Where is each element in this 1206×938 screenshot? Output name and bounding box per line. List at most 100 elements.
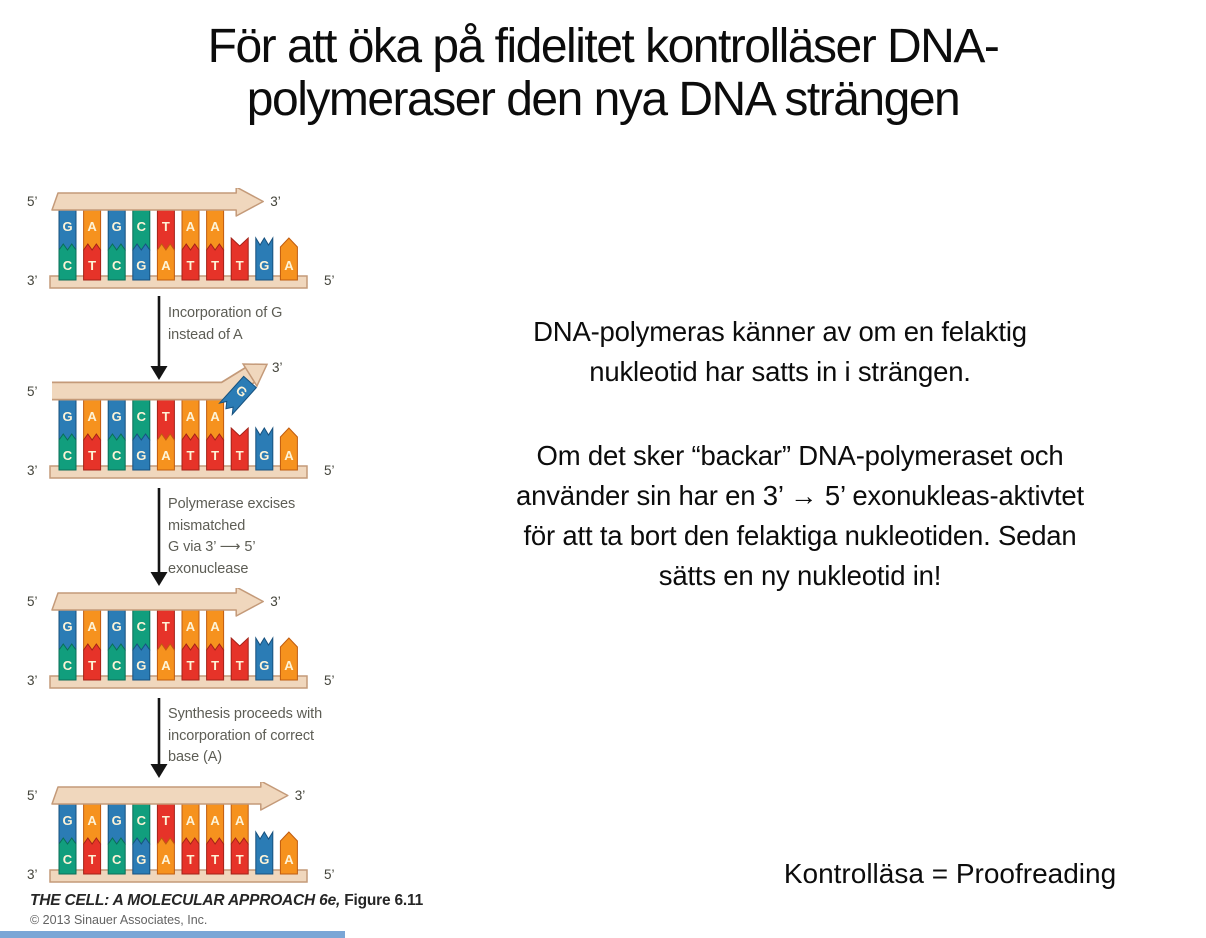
- svg-text:C: C: [112, 448, 122, 463]
- body-paragraph-2: Om det sker “backar” DNA-polymeraset och…: [516, 440, 1084, 591]
- dna-panel-4-corrected-strand: G A G C T A A AC T C G A T T T G A5’ 3’3’ 5’: [27, 782, 335, 883]
- svg-text:3’: 3’: [27, 463, 38, 478]
- svg-text:C: C: [112, 258, 122, 273]
- svg-text:3’: 3’: [272, 360, 283, 375]
- svg-text:C: C: [63, 852, 73, 867]
- svg-text:G: G: [259, 658, 269, 673]
- svg-text:T: T: [187, 448, 195, 463]
- svg-text:C: C: [63, 658, 73, 673]
- svg-text:3’: 3’: [27, 273, 38, 288]
- svg-text:A: A: [210, 619, 220, 634]
- svg-text:G: G: [136, 448, 146, 463]
- svg-text:T: T: [162, 619, 170, 634]
- svg-text:C: C: [112, 658, 122, 673]
- step-label-3: Synthesis proceeds with incorporation of …: [168, 706, 323, 765]
- credit-line-1: THE CELL: A MOLECULAR APPROACH 6e, Figur…: [30, 892, 423, 910]
- svg-text:G: G: [112, 409, 122, 424]
- body-paragraph-1: DNA-polymeras känner av om en felaktig n…: [533, 316, 1027, 387]
- svg-text:T: T: [211, 658, 219, 673]
- credit-figure-number: Figure 6.11: [340, 892, 423, 909]
- svg-text:C: C: [63, 448, 73, 463]
- svg-text:T: T: [187, 852, 195, 867]
- svg-text:5’: 5’: [27, 384, 38, 399]
- svg-text:A: A: [87, 219, 97, 234]
- svg-text:G: G: [62, 219, 72, 234]
- svg-text:T: T: [162, 219, 170, 234]
- svg-text:C: C: [137, 409, 147, 424]
- svg-text:3’: 3’: [270, 194, 281, 209]
- svg-text:5’: 5’: [27, 594, 38, 609]
- svg-text:A: A: [161, 852, 171, 867]
- dna-panel-2-mismatch-incorporated: G A G C T A AC T C G A T T T G AG5’3’3’ 5’: [27, 360, 335, 479]
- svg-text:T: T: [88, 258, 96, 273]
- svg-text:A: A: [210, 409, 220, 424]
- svg-text:G: G: [136, 658, 146, 673]
- svg-text:A: A: [87, 409, 97, 424]
- svg-text:C: C: [63, 258, 73, 273]
- step-label-2: Polymerase excises mismatched G via 3’ ⟶ 5…: [168, 496, 296, 577]
- svg-text:T: T: [236, 852, 244, 867]
- svg-text:A: A: [284, 658, 294, 673]
- figure-credit: THE CELL: A MOLECULAR APPROACH 6e, Figur…: [30, 892, 423, 927]
- svg-text:T: T: [88, 448, 96, 463]
- svg-text:3’: 3’: [295, 788, 306, 803]
- svg-text:A: A: [210, 219, 220, 234]
- svg-text:A: A: [186, 619, 196, 634]
- svg-text:A: A: [284, 448, 294, 463]
- svg-text:3’: 3’: [270, 594, 281, 609]
- step-down-arrow-2: [150, 488, 168, 586]
- svg-text:A: A: [284, 852, 294, 867]
- svg-text:T: T: [236, 258, 244, 273]
- svg-text:G: G: [259, 258, 269, 273]
- bottom-accent-bar: [0, 931, 345, 938]
- svg-text:C: C: [137, 219, 147, 234]
- step-down-arrow-3: [150, 698, 168, 778]
- title-line-2: polymeraser den nya DNA strängen: [246, 73, 961, 126]
- svg-text:A: A: [186, 409, 196, 424]
- credit-book-title: THE CELL: A MOLECULAR APPROACH 6e,: [30, 892, 341, 909]
- svg-text:G: G: [62, 619, 72, 634]
- svg-text:5’: 5’: [324, 867, 335, 882]
- svg-text:C: C: [137, 619, 147, 634]
- svg-text:3’: 3’: [27, 867, 38, 882]
- svg-text:G: G: [136, 852, 146, 867]
- svg-text:A: A: [87, 619, 97, 634]
- svg-text:G: G: [62, 409, 72, 424]
- svg-text:T: T: [88, 852, 96, 867]
- svg-text:T: T: [88, 658, 96, 673]
- svg-text:A: A: [210, 813, 220, 828]
- svg-text:5’: 5’: [27, 788, 38, 803]
- svg-text:A: A: [87, 813, 97, 828]
- svg-text:5’: 5’: [27, 194, 38, 209]
- svg-text:5’: 5’: [324, 463, 335, 478]
- svg-text:G: G: [136, 258, 146, 273]
- svg-text:T: T: [187, 658, 195, 673]
- svg-text:T: T: [162, 409, 170, 424]
- svg-text:T: T: [211, 258, 219, 273]
- credit-copyright: © 2013 Sinauer Associates, Inc.: [30, 913, 208, 927]
- svg-text:G: G: [112, 219, 122, 234]
- svg-text:T: T: [187, 258, 195, 273]
- svg-text:A: A: [186, 813, 196, 828]
- svg-text:T: T: [236, 448, 244, 463]
- title-line-1: För att öka på fidelitet kontrolläser DN…: [207, 20, 1000, 73]
- svg-text:T: T: [236, 658, 244, 673]
- svg-text:5’: 5’: [324, 673, 335, 688]
- svg-text:A: A: [284, 258, 294, 273]
- svg-text:3’: 3’: [27, 673, 38, 688]
- svg-text:G: G: [112, 813, 122, 828]
- svg-text:C: C: [137, 813, 147, 828]
- step-down-arrow-1: [150, 296, 168, 380]
- svg-text:T: T: [211, 448, 219, 463]
- svg-text:A: A: [161, 658, 171, 673]
- svg-text:G: G: [259, 852, 269, 867]
- svg-text:A: A: [186, 219, 196, 234]
- svg-text:T: T: [211, 852, 219, 867]
- svg-text:G: G: [259, 448, 269, 463]
- svg-text:T: T: [162, 813, 170, 828]
- equivalence-note: Kontrolläsa = Proofreading: [783, 858, 1117, 889]
- svg-text:C: C: [112, 852, 122, 867]
